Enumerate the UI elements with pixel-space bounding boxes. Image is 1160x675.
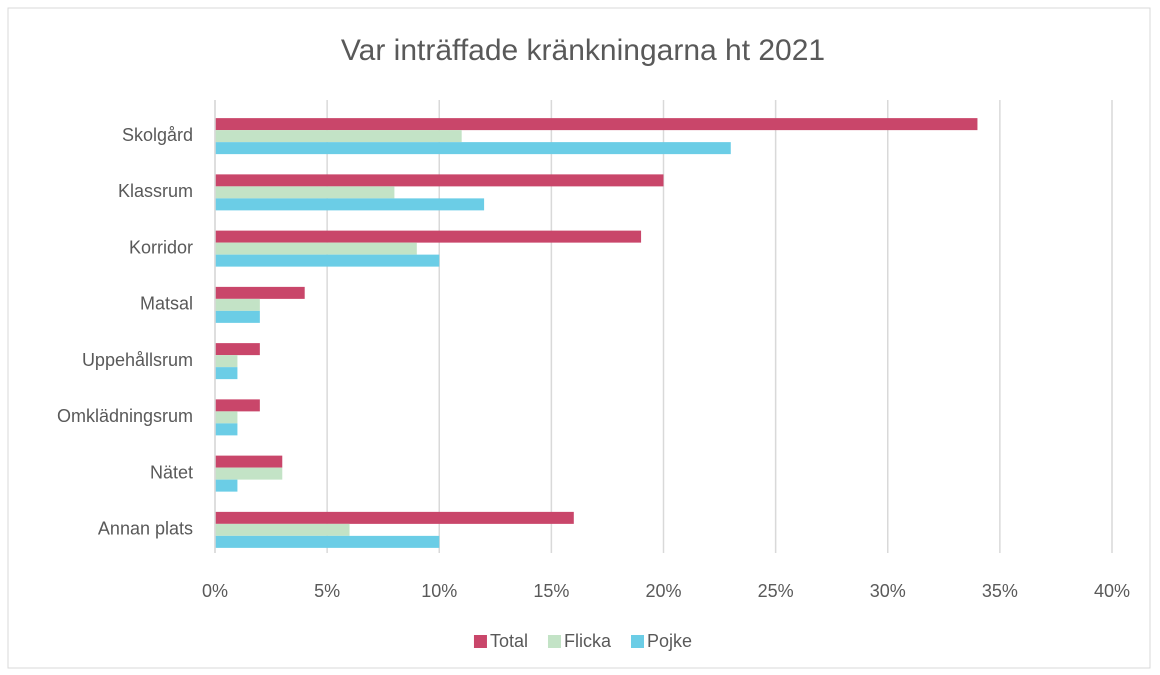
bar xyxy=(215,310,260,323)
bar xyxy=(215,254,440,267)
bar xyxy=(215,186,395,199)
y-tick-label: Skolgård xyxy=(122,125,193,145)
legend-label: Flicka xyxy=(564,631,612,651)
bar xyxy=(215,230,642,243)
bar xyxy=(215,198,485,211)
bar xyxy=(215,399,260,412)
legend-swatch xyxy=(631,635,645,648)
y-tick-label: Nätet xyxy=(150,462,193,482)
x-tick-label: 20% xyxy=(645,581,681,601)
bar xyxy=(215,355,238,368)
bar xyxy=(215,467,283,480)
bar xyxy=(215,411,238,424)
legend-label: Total xyxy=(490,631,528,651)
bar xyxy=(215,298,260,311)
legend-swatch xyxy=(473,635,487,648)
x-tick-label: 25% xyxy=(758,581,794,601)
bar xyxy=(215,343,260,356)
bar xyxy=(215,479,238,492)
y-tick-label: Omklädningsrum xyxy=(57,406,193,426)
x-tick-label: 0% xyxy=(202,581,228,601)
y-tick-label: Korridor xyxy=(129,237,193,257)
bar xyxy=(215,535,440,548)
y-tick-label: Annan plats xyxy=(98,519,193,539)
x-tick-label: 15% xyxy=(533,581,569,601)
x-tick-label: 5% xyxy=(314,581,340,601)
x-tick-label: 10% xyxy=(421,581,457,601)
y-tick-label: Klassrum xyxy=(118,181,193,201)
bar xyxy=(215,511,574,524)
chart-title: Var inträffade kränkningarna ht 2021 xyxy=(341,34,825,67)
legend-label: Pojke xyxy=(647,631,692,651)
bar xyxy=(215,423,238,436)
x-tick-label: 40% xyxy=(1094,581,1130,601)
y-tick-label: Uppehållsrum xyxy=(82,350,193,370)
bar xyxy=(215,286,305,299)
bar xyxy=(215,174,664,187)
bar xyxy=(215,523,350,536)
bar xyxy=(215,142,731,155)
bar xyxy=(215,118,978,131)
x-tick-label: 35% xyxy=(982,581,1018,601)
x-tick-label: 30% xyxy=(870,581,906,601)
y-tick-label: Matsal xyxy=(140,294,193,314)
bar xyxy=(215,455,283,468)
bar xyxy=(215,242,417,255)
legend-swatch xyxy=(547,635,561,648)
bar xyxy=(215,130,462,143)
chart-frame xyxy=(7,7,1151,669)
bar xyxy=(215,367,238,380)
